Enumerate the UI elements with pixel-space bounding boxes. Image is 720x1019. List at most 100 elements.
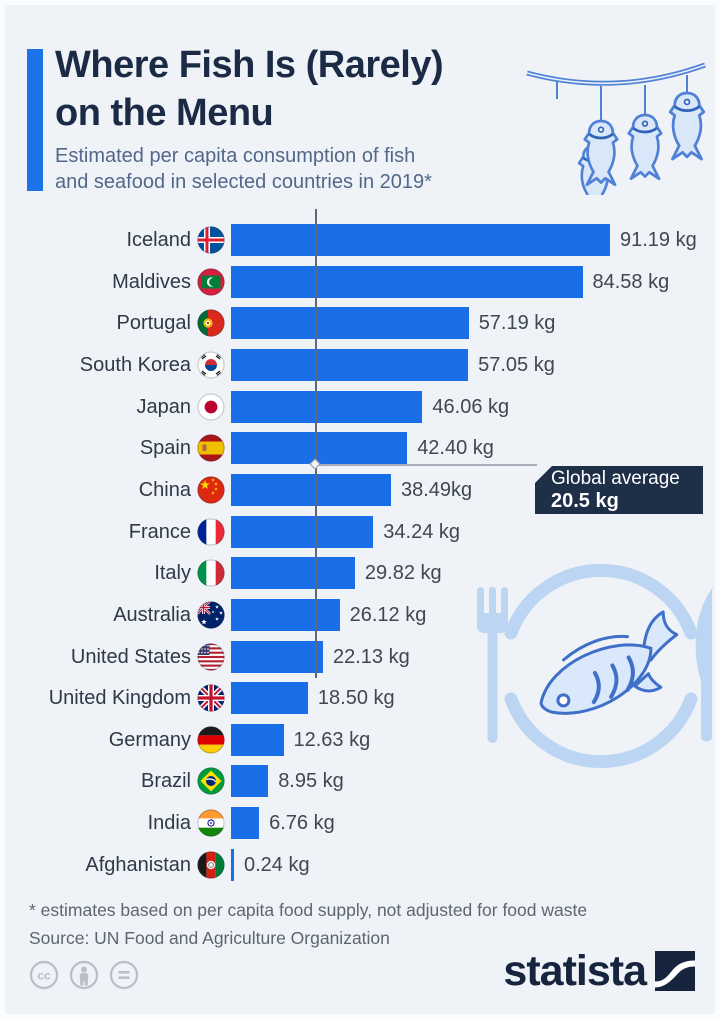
country-label: United States bbox=[70, 645, 191, 668]
chart-row: Maldives 84.58 kg bbox=[5, 265, 715, 298]
spain-flag-icon bbox=[197, 434, 225, 462]
page-title: Where Fish Is (Rarely) on the Menu bbox=[55, 41, 444, 137]
country-label: Iceland bbox=[126, 229, 192, 251]
global-average-line bbox=[315, 209, 317, 678]
consumption-bar bbox=[231, 723, 284, 756]
value-label: 0.24 kg bbox=[244, 853, 310, 876]
equals-icon[interactable] bbox=[109, 960, 139, 990]
chart-row: South Korea 57.05 kg bbox=[5, 348, 715, 381]
chart-row: India 6.76 kg bbox=[5, 807, 715, 840]
statista-logo[interactable]: statista bbox=[503, 947, 695, 995]
value-label: 57.05 kg bbox=[478, 353, 555, 376]
cc-icon[interactable]: cc bbox=[29, 960, 59, 990]
india-flag-icon bbox=[197, 809, 225, 837]
chart-row: United States 22.13 kg bbox=[5, 640, 715, 673]
source-text: Source: UN Food and Agriculture Organiza… bbox=[29, 928, 390, 948]
consumption-bar bbox=[231, 307, 469, 340]
country-label: South Korea bbox=[79, 353, 191, 376]
united-kingdom-flag-icon bbox=[197, 684, 225, 712]
country-label: Italy bbox=[154, 562, 191, 585]
chart-row: United Kingdom 18.50 kg bbox=[5, 682, 715, 715]
chart-row: Portugal 57.19 kg bbox=[5, 307, 715, 340]
country-label: Brazil bbox=[140, 770, 191, 793]
japan-flag-icon bbox=[197, 392, 225, 421]
chart-row: China 38.49kg bbox=[5, 473, 715, 506]
consumption-bar bbox=[231, 557, 355, 590]
germany-flag-icon bbox=[197, 726, 225, 754]
consumption-bar bbox=[231, 432, 408, 465]
consumption-bar bbox=[231, 224, 610, 256]
hanging-fish-icon bbox=[521, 55, 711, 209]
footnote: * estimates based on per capita food sup… bbox=[29, 896, 587, 952]
australia-flag-icon bbox=[197, 601, 225, 629]
global-average-callout: Global average 20.5 kg bbox=[535, 466, 703, 514]
italy-flag-icon bbox=[197, 559, 225, 587]
south-korea-flag-icon bbox=[197, 351, 225, 379]
value-label: 38.49kg bbox=[401, 478, 473, 501]
value-label: 29.82 kg bbox=[364, 562, 442, 585]
chart-row: Australia 26.12 kg bbox=[5, 598, 715, 631]
consumption-bar bbox=[231, 765, 269, 798]
country-label: India bbox=[147, 812, 191, 835]
country-label: Spain bbox=[139, 437, 191, 460]
chart-row: France 34.24 kg bbox=[5, 515, 715, 548]
consumption-bar bbox=[231, 848, 234, 881]
country-label: France bbox=[128, 520, 191, 543]
brazil-flag-icon bbox=[197, 767, 225, 795]
country-label: United Kingdom bbox=[48, 687, 191, 710]
title-accent-bar bbox=[27, 49, 43, 191]
chart-row: Iceland 91.19 kg bbox=[5, 224, 715, 256]
value-label: 12.63 kg bbox=[293, 728, 371, 751]
country-label: Germany bbox=[108, 728, 191, 751]
consumption-bar bbox=[231, 473, 391, 506]
france-flag-icon bbox=[197, 517, 225, 546]
global-average-label: Global average bbox=[551, 468, 680, 489]
country-label: Portugal bbox=[116, 312, 192, 335]
portugal-flag-icon bbox=[197, 309, 225, 337]
chart-subtitle: Estimated per capita consumption of fish… bbox=[55, 143, 432, 195]
country-label: Australia bbox=[113, 603, 191, 626]
country-label: Afghanistan bbox=[85, 853, 191, 876]
country-label: Japan bbox=[136, 395, 192, 418]
consumption-bar bbox=[231, 682, 308, 715]
title-line-1: Where Fish Is (Rarely) bbox=[55, 44, 444, 86]
global-average-connector-line bbox=[315, 464, 537, 466]
china-flag-icon bbox=[197, 476, 225, 504]
license-icons[interactable]: cc bbox=[29, 960, 139, 990]
chart-row: Germany 12.63 kg bbox=[5, 723, 715, 756]
statista-logo-mark bbox=[655, 951, 695, 991]
svg-text:cc: cc bbox=[37, 969, 51, 983]
value-label: 84.58 kg bbox=[592, 270, 670, 293]
subtitle-line-1: Estimated per capita consumption of fish bbox=[55, 145, 416, 167]
value-label: 6.76 kg bbox=[269, 812, 335, 835]
value-label: 34.24 kg bbox=[383, 520, 461, 543]
chart-row: Brazil 8.95 kg bbox=[5, 765, 715, 798]
chart-row: Italy 29.82 kg bbox=[5, 557, 715, 590]
value-label: 26.12 kg bbox=[349, 603, 427, 626]
fork-icon bbox=[477, 587, 508, 743]
consumption-bar bbox=[231, 348, 469, 381]
subtitle-line-2: and seafood in selected countries in 201… bbox=[55, 171, 432, 193]
consumption-bar bbox=[231, 640, 323, 673]
value-label: 18.50 kg bbox=[317, 687, 395, 710]
consumption-bar bbox=[231, 515, 374, 548]
consumption-bar bbox=[231, 390, 423, 423]
statista-logo-text: statista bbox=[503, 947, 647, 995]
value-label: 22.13 kg bbox=[333, 645, 410, 668]
attribution-person-icon[interactable] bbox=[69, 960, 99, 990]
value-label: 57.19 kg bbox=[478, 312, 556, 335]
maldives-flag-icon bbox=[197, 267, 225, 296]
value-label: 8.95 kg bbox=[278, 770, 344, 793]
consumption-bar bbox=[231, 807, 260, 840]
fish-on-plate-icon bbox=[473, 553, 715, 773]
chart-row: Afghanistan 0.24 kg bbox=[5, 848, 715, 881]
country-label: Maldives bbox=[112, 270, 191, 293]
footnote-text: * estimates based on per capita food sup… bbox=[29, 900, 588, 920]
chart-row: Japan 46.06 kg bbox=[5, 390, 715, 423]
iceland-flag-icon bbox=[197, 226, 225, 254]
consumption-bar bbox=[231, 598, 340, 631]
value-label: 91.19 kg bbox=[620, 229, 697, 251]
knife-icon bbox=[695, 585, 714, 742]
global-average-value: 20.5 kg bbox=[551, 490, 619, 512]
value-label: 42.40 kg bbox=[417, 437, 494, 460]
